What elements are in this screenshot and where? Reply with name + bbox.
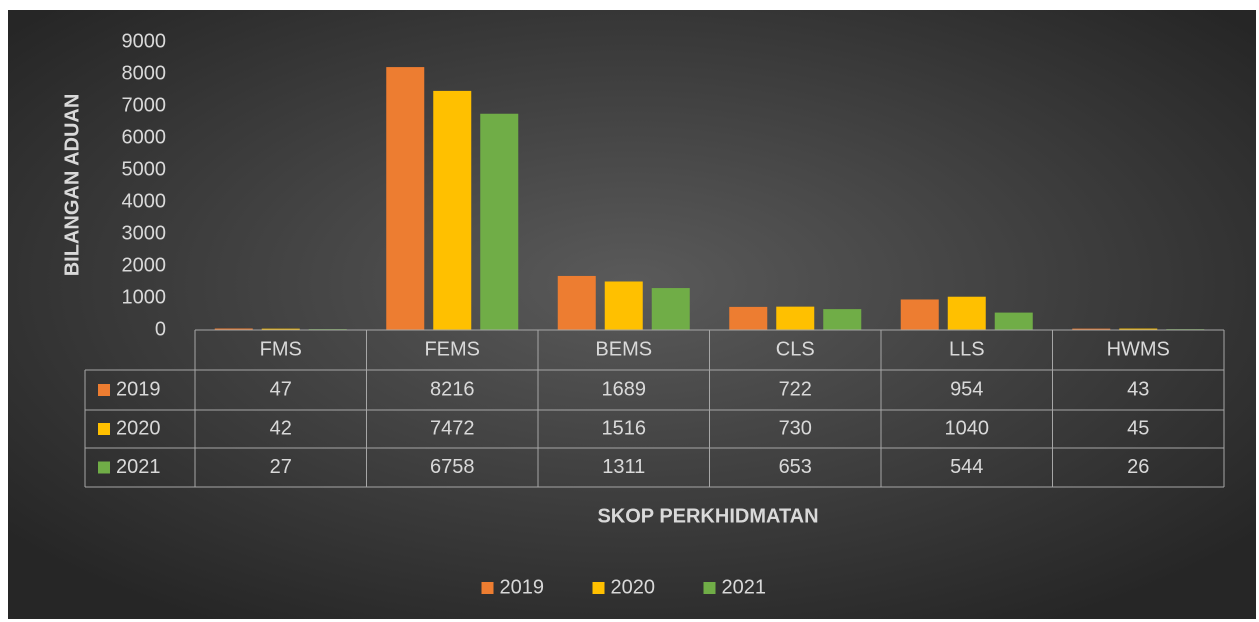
table-value: 653 [779, 456, 812, 478]
bar [1119, 328, 1158, 330]
x-tick-label: FEMS [424, 338, 480, 360]
y-tick-label: 2000 [122, 254, 167, 276]
y-tick-label: 7000 [122, 94, 167, 116]
legend-label: 2021 [722, 576, 767, 598]
table-value: 730 [779, 417, 812, 439]
x-tick-label: LLS [949, 338, 985, 360]
table-value: 954 [950, 378, 983, 400]
table-value: 1040 [945, 417, 990, 439]
bar [1072, 328, 1111, 330]
table-value: 26 [1127, 456, 1149, 478]
y-tick-label: 9000 [122, 30, 167, 52]
table-legend-key [98, 423, 110, 435]
bar [557, 275, 596, 330]
legend-key [481, 582, 494, 594]
table-value: 8216 [430, 378, 475, 400]
bar [651, 288, 690, 330]
table-value: 1689 [602, 378, 647, 400]
bar [386, 67, 425, 330]
bar [480, 113, 519, 330]
y-tick-label: 8000 [122, 62, 167, 84]
y-tick-label: 4000 [122, 190, 167, 212]
table-legend-key [98, 461, 110, 474]
legend-label: 2019 [500, 576, 545, 598]
y-tick-label: 5000 [122, 158, 167, 180]
table-value: 722 [779, 378, 812, 400]
y-tick-label: 1000 [122, 286, 167, 308]
y-tick-label: 3000 [122, 222, 167, 244]
x-tick-label: CLS [776, 338, 815, 360]
table-series-name: 2020 [116, 417, 161, 439]
x-tick-label: BEMS [595, 338, 652, 360]
bar [994, 312, 1033, 330]
table-value: 42 [270, 417, 292, 439]
bar [604, 281, 643, 330]
table-value: 1311 [602, 456, 645, 478]
bar [261, 328, 300, 330]
legend-label: 2020 [611, 576, 656, 598]
table-value: 43 [1127, 378, 1149, 400]
table-value: 1516 [602, 417, 647, 439]
table-series-name: 2019 [116, 378, 161, 400]
bar [433, 90, 472, 331]
table-value: 47 [270, 378, 292, 400]
legend-key [703, 582, 716, 594]
x-tick-label: FMS [260, 338, 302, 360]
x-tick-label: HWMS [1107, 338, 1170, 360]
table-value: 27 [270, 456, 292, 478]
table-value: 45 [1127, 417, 1149, 439]
y-axis-title: BILANGAN ADUAN [61, 94, 83, 277]
x-axis-title: SKOP PERKHIDMATAN [597, 505, 818, 527]
table-value: 7472 [430, 417, 475, 439]
bar [947, 296, 986, 330]
bar [776, 306, 815, 330]
table-series-name: 2021 [116, 456, 161, 478]
y-tick-label: 0 [155, 318, 166, 340]
bar [900, 299, 939, 330]
y-tick-label: 6000 [122, 126, 167, 148]
bar [729, 306, 768, 330]
table-value: 6758 [430, 456, 475, 478]
table-value: 544 [950, 456, 983, 478]
table-legend-key [98, 384, 110, 396]
bar [214, 328, 253, 330]
bar [823, 309, 862, 330]
legend-key [592, 582, 605, 594]
